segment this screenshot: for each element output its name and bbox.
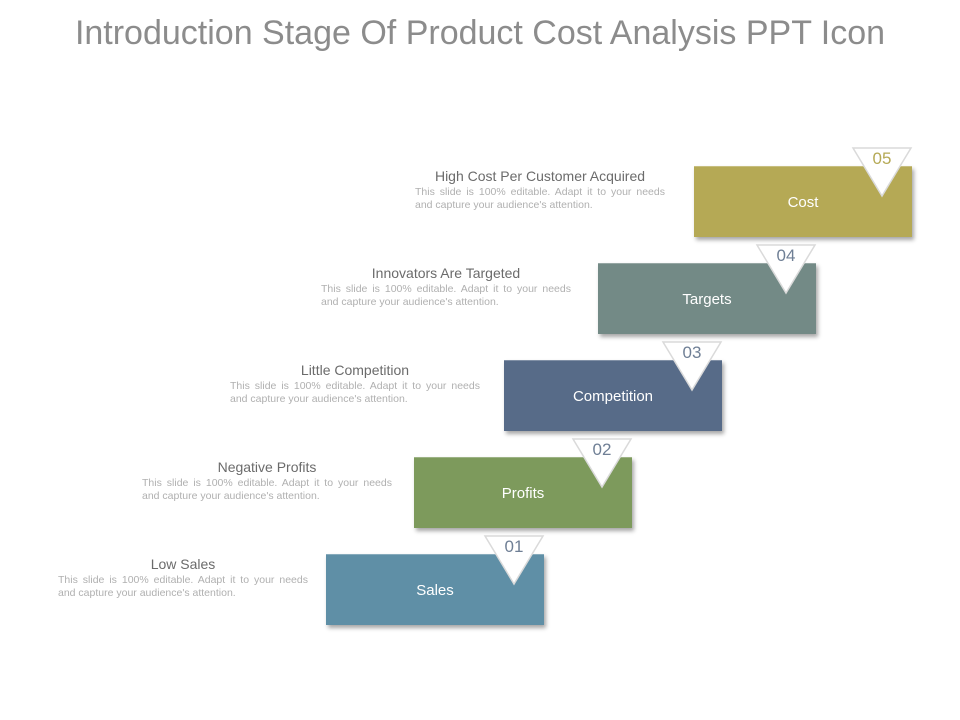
slide-title: Introduction Stage Of Product Cost Analy… [74, 14, 886, 52]
step-5: Cost 05 [694, 147, 913, 237]
step-description-4: Innovators Are Targeted This slide is 10… [321, 265, 571, 309]
step-heading: Little Competition [300, 362, 410, 378]
triangle-marker-icon [851, 147, 913, 198]
step-number: 05 [872, 149, 892, 168]
step-text: This slide is 100% editable. Adapt it to… [230, 380, 480, 405]
step-3: Competition 03 [504, 341, 723, 431]
step-description-5: High Cost Per Customer Acquired This sli… [415, 168, 665, 212]
step-number: 04 [776, 246, 796, 265]
step-number: 01 [504, 537, 524, 556]
step-description-1: Low Sales This slide is 100% editable. A… [58, 556, 308, 600]
step-description-2: Negative Profits This slide is 100% edit… [142, 459, 392, 503]
step-label: Sales [416, 581, 454, 599]
step-heading: Innovators Are Targeted [371, 265, 521, 281]
triangle-marker-icon [483, 535, 545, 586]
triangle-marker-icon [755, 244, 817, 295]
number-marker: 02 [570, 437, 634, 489]
step-label: Competition [572, 387, 654, 405]
step-label: Profits [501, 484, 545, 502]
step-text: This slide is 100% editable. Adapt it to… [142, 477, 392, 502]
step-text: This slide is 100% editable. Adapt it to… [415, 186, 665, 211]
step-number: 02 [592, 440, 612, 459]
triangle-marker-icon [661, 341, 723, 392]
number-marker: 01 [482, 534, 546, 586]
step-1: Sales 01 [326, 535, 545, 625]
step-2: Profits 02 [414, 438, 633, 528]
triangle-marker-icon [571, 438, 633, 489]
number-marker: 04 [754, 243, 818, 295]
step-text: This slide is 100% editable. Adapt it to… [58, 574, 308, 599]
step-4: Targets 04 [598, 244, 817, 334]
number-marker: 05 [850, 146, 914, 198]
step-text: This slide is 100% editable. Adapt it to… [321, 283, 571, 308]
step-number: 03 [682, 343, 702, 362]
step-heading: Low Sales [150, 556, 216, 572]
step-description-3: Little Competition This slide is 100% ed… [230, 362, 480, 406]
number-marker: 03 [660, 340, 724, 392]
step-heading: Negative Profits [217, 459, 317, 475]
step-heading: High Cost Per Customer Acquired [434, 168, 646, 184]
step-label: Cost [787, 193, 819, 211]
step-label: Targets [682, 290, 732, 308]
